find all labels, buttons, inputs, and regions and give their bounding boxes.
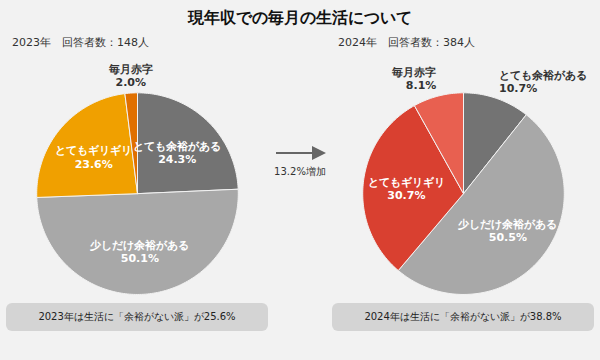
svg-text:とても余裕がある10.7%: とても余裕がある10.7% — [499, 69, 587, 95]
svg-text:毎月赤字8.1%: 毎月赤字8.1% — [391, 66, 436, 92]
html-text:2024年 回答者数：384人: 2024年 回答者数：384人 — [338, 36, 475, 49]
svg-text:少しだけ余裕がある50.5%: 少しだけ余裕がある50.5% — [457, 218, 557, 245]
html-text:2024年は生活に「余裕がない派」が38.8%: 2024年は生活に「余裕がない派」が38.8% — [364, 311, 562, 322]
svg-text:とてもギリギリ30.7%: とてもギリギリ30.7% — [368, 176, 445, 203]
svg-text:少しだけ余裕がある50.1%: 少しだけ余裕がある50.1% — [89, 239, 189, 266]
svg-text:とてもギリギリ23.6%: とてもギリギリ23.6% — [55, 144, 132, 171]
html-text:13.2%増加: 13.2%増加 — [274, 166, 326, 177]
svg-text:とても余裕がある24.3%: とても余裕がある24.3% — [133, 140, 221, 167]
svg-text:毎月赤字2.0%: 毎月赤字2.0% — [108, 63, 153, 89]
html-text:2023年は生活に「余裕がない派」が25.6%: 2023年は生活に「余裕がない派」が25.6% — [38, 311, 236, 322]
html-text:現年収での毎月の生活について: 現年収での毎月の生活について — [188, 8, 412, 27]
html-text:2023年 回答者数：148人: 2023年 回答者数：148人 — [12, 36, 149, 49]
